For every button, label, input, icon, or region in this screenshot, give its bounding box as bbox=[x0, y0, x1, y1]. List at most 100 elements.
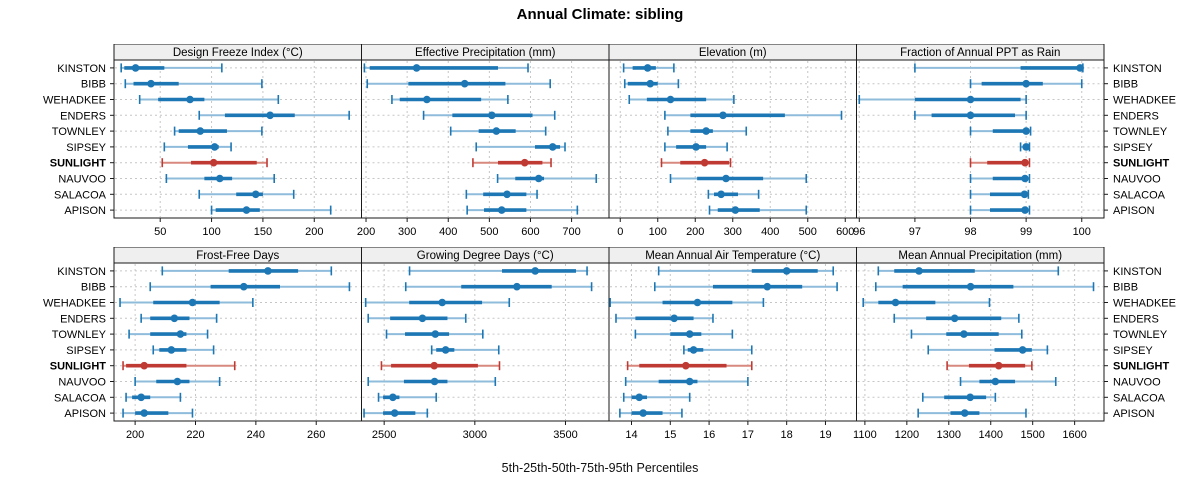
site-label-right: ENDERS bbox=[1113, 313, 1159, 325]
x-tick-label: 14 bbox=[625, 429, 637, 441]
series-wehadkee bbox=[391, 95, 509, 104]
median-dot bbox=[266, 111, 274, 120]
series-nauvoo bbox=[165, 174, 276, 183]
series-sunlight bbox=[969, 158, 1031, 168]
series-salacoa bbox=[125, 392, 182, 402]
median-dot bbox=[531, 267, 540, 275]
median-dot bbox=[646, 79, 655, 88]
series-salacoa bbox=[622, 392, 691, 402]
strip-title: Mean Annual Precipitation (mm) bbox=[898, 250, 1062, 262]
site-label-right: SALACOA bbox=[1113, 189, 1166, 201]
site-label-left: BIBB bbox=[81, 79, 106, 91]
median-dot bbox=[643, 64, 652, 72]
series-kinston bbox=[657, 266, 835, 276]
median-dot bbox=[994, 361, 1003, 370]
x-tick-label: 1200 bbox=[895, 429, 919, 441]
series-kinston bbox=[363, 63, 529, 73]
site-label-left: SUNLIGHT bbox=[50, 361, 107, 373]
x-tick-label: 3500 bbox=[553, 429, 577, 441]
panel-frost-free-days: Frost-Free Days 200 220 240 260 bbox=[113, 247, 362, 441]
strip-title: Design Freeze Index (°C) bbox=[173, 47, 303, 59]
site-label-right: NAUVOO bbox=[1113, 174, 1161, 186]
median-dot bbox=[719, 111, 727, 120]
x-tick-label: 18 bbox=[781, 429, 793, 441]
series-sunlight bbox=[946, 361, 1033, 371]
series-townley bbox=[634, 329, 734, 339]
series-sunlight bbox=[380, 361, 501, 371]
median-dot bbox=[1021, 174, 1029, 183]
x-tick-label: 150 bbox=[254, 226, 272, 238]
panel-design-freeze-index-c: Design Freeze Index (°C) 50 100 150 200 bbox=[113, 44, 362, 238]
x-tick-label: 19 bbox=[819, 429, 831, 441]
median-dot bbox=[548, 143, 557, 151]
series-apison bbox=[363, 408, 429, 418]
series-sipsey bbox=[163, 142, 232, 152]
x-tick-label: 200 bbox=[686, 226, 704, 238]
median-dot bbox=[196, 127, 205, 135]
series-townley bbox=[128, 329, 209, 339]
median-dot bbox=[423, 95, 431, 104]
series-sipsey bbox=[475, 142, 566, 152]
site-label-left: APISON bbox=[64, 205, 106, 217]
series-wehadkee bbox=[858, 95, 1027, 104]
strip-title: Effective Precipitation (mm) bbox=[415, 47, 556, 59]
site-label-left: SALACOA bbox=[54, 392, 107, 404]
series-salacoa bbox=[707, 189, 760, 199]
site-label-right: KINSTON bbox=[1113, 63, 1162, 75]
median-dot bbox=[685, 330, 694, 338]
x-tick-label: 600 bbox=[521, 226, 539, 238]
median-dot bbox=[639, 409, 647, 417]
median-dot bbox=[430, 377, 439, 386]
median-dot bbox=[131, 64, 140, 72]
site-label-left: BIBB bbox=[81, 282, 106, 294]
median-dot bbox=[960, 330, 968, 338]
median-dot bbox=[441, 346, 450, 354]
site-label-left: KINSTON bbox=[57, 63, 106, 75]
series-enders bbox=[140, 313, 218, 323]
median-dot bbox=[412, 64, 421, 72]
series-sipsey bbox=[927, 345, 1049, 355]
series-sunlight bbox=[626, 361, 753, 371]
site-label-right: BIBB bbox=[1113, 282, 1138, 294]
median-dot bbox=[950, 314, 959, 323]
strip-title: Fraction of Annual PPT as Rain bbox=[900, 47, 1060, 59]
site-label-right: SUNLIGHT bbox=[1113, 158, 1170, 170]
site-label-left: APISON bbox=[64, 408, 106, 420]
x-tick-label: 100 bbox=[202, 226, 220, 238]
median-dot bbox=[251, 190, 260, 199]
series-nauvoo bbox=[624, 377, 749, 386]
median-dot bbox=[210, 143, 219, 151]
series-wehadkee bbox=[628, 95, 735, 104]
x-tick-label: 1100 bbox=[853, 429, 877, 441]
panel-row-top: KINSTON BIBB WEHADKEE ENDERS TOWNLEY SIPSEY SU… bbox=[43, 44, 1176, 238]
median-dot bbox=[147, 79, 155, 88]
median-dot bbox=[1021, 158, 1029, 167]
median-dot bbox=[717, 190, 725, 199]
site-label-right: SUNLIGHT bbox=[1113, 361, 1170, 373]
panel-mean-annual-precipitation-mm: Mean Annual Precipitation (mm) 1100 1200 13… bbox=[853, 247, 1105, 441]
median-dot bbox=[488, 111, 496, 120]
series-wehadkee bbox=[119, 298, 254, 307]
median-dot bbox=[782, 267, 791, 275]
series-apison bbox=[708, 205, 808, 215]
x-tick-label: 1400 bbox=[978, 429, 1002, 441]
series-sipsey bbox=[683, 345, 753, 355]
median-dot bbox=[176, 330, 185, 338]
series-sunlight bbox=[472, 158, 552, 168]
site-label-left: KINSTON bbox=[57, 266, 106, 278]
median-dot bbox=[215, 174, 224, 183]
site-labels-right: KINSTON BIBB WEHADKEE ENDERS TOWNLEY SIPSEY SU… bbox=[1104, 63, 1176, 217]
strip-title: Elevation (m) bbox=[699, 47, 767, 59]
site-label-left: ENDERS bbox=[60, 313, 106, 325]
series-bibb bbox=[653, 282, 838, 292]
median-dot bbox=[1022, 143, 1030, 151]
series-sipsey bbox=[152, 345, 215, 355]
x-tick-label: 16 bbox=[703, 429, 715, 441]
x-tick-label: 96 bbox=[853, 226, 865, 238]
series-nauvoo bbox=[496, 174, 598, 183]
series-kinston bbox=[622, 63, 675, 73]
series-kinston bbox=[877, 266, 1060, 276]
x-tick-label: 200 bbox=[357, 226, 375, 238]
median-dot bbox=[685, 377, 694, 386]
series-sipsey bbox=[430, 345, 500, 355]
